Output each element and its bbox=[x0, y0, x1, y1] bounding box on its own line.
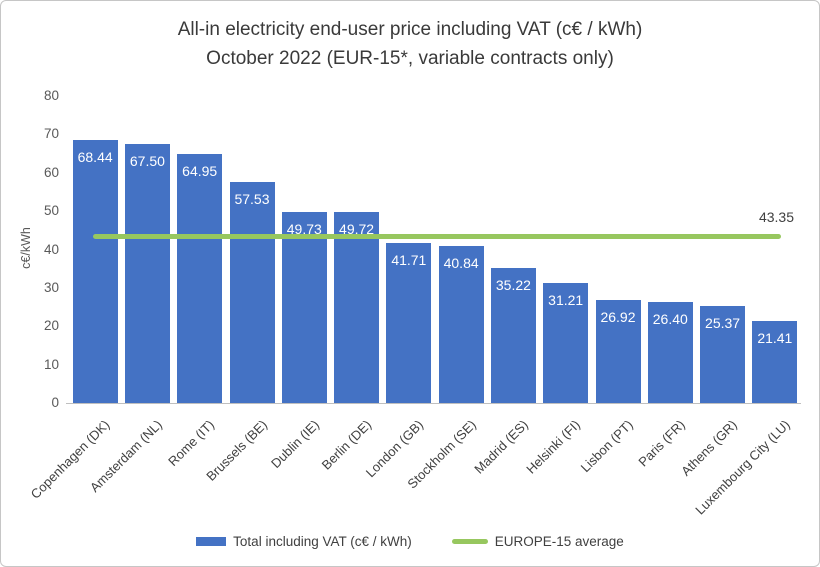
x-tick-label: Madrid (ES) bbox=[471, 417, 532, 477]
chart-title: All-in electricity end-user price includ… bbox=[177, 19, 643, 40]
bar bbox=[334, 212, 380, 403]
bar bbox=[752, 320, 798, 403]
bar bbox=[595, 299, 641, 403]
average-line-label: 43.35 bbox=[758, 208, 794, 225]
x-tick-label: Helsinki (FI) bbox=[523, 417, 584, 477]
bar bbox=[700, 305, 746, 403]
bar-value-label: 35.22 bbox=[495, 276, 531, 293]
bar-value-label: 41.71 bbox=[391, 251, 427, 268]
bar bbox=[543, 283, 589, 403]
bar-value-label: 49.72 bbox=[339, 221, 375, 238]
bar bbox=[124, 143, 170, 403]
x-tick-label: Rome (IT) bbox=[165, 417, 218, 469]
bar bbox=[386, 242, 432, 403]
legend-item-total: Total including VAT (c€ / kWh) bbox=[196, 534, 412, 549]
x-axis-line bbox=[66, 403, 801, 404]
bar-value-label: 26.92 bbox=[600, 308, 636, 325]
bar bbox=[647, 301, 693, 403]
legend: Total including VAT (c€ / kWh) EUROPE-15… bbox=[1, 534, 819, 549]
legend-line-swatch-icon bbox=[451, 539, 488, 544]
y-tick-label: 70 bbox=[43, 126, 59, 142]
bar-value-label: 25.37 bbox=[705, 314, 741, 331]
legend-label-total: Total including VAT (c€ / kWh) bbox=[233, 534, 412, 549]
bar-value-label: 21.41 bbox=[757, 329, 793, 346]
chart-title-block: All-in electricity end-user price includ… bbox=[1, 15, 819, 73]
bar-value-label: 68.44 bbox=[77, 149, 113, 166]
bar-value-label: 40.84 bbox=[443, 255, 479, 272]
x-tick-label: Dublin (IE) bbox=[267, 417, 322, 472]
bar bbox=[490, 267, 536, 403]
legend-bar-swatch-icon bbox=[196, 537, 227, 546]
bar bbox=[229, 182, 275, 403]
bar bbox=[281, 212, 327, 403]
bar bbox=[72, 140, 118, 403]
y-tick-label: 10 bbox=[43, 356, 59, 372]
y-tick-label: 40 bbox=[43, 241, 59, 257]
bar-value-label: 64.95 bbox=[182, 162, 218, 179]
bar-value-label: 67.50 bbox=[129, 152, 165, 169]
y-tick-label: 60 bbox=[43, 164, 59, 180]
bar-value-label: 49.73 bbox=[286, 221, 322, 238]
x-tick-label: Luxembourg City (LU) bbox=[691, 417, 793, 518]
x-tick-label: Lisbon (PT) bbox=[577, 417, 636, 476]
legend-item-average: EUROPE-15 average bbox=[451, 534, 624, 549]
chart-subtitle: October 2022 (EUR-15*, variable contract… bbox=[206, 48, 614, 69]
y-tick-label: 50 bbox=[43, 203, 59, 219]
y-tick-label: 0 bbox=[51, 395, 59, 410]
bar-value-label: 26.40 bbox=[652, 310, 688, 327]
x-tick-label: Paris (FR) bbox=[635, 417, 688, 470]
average-line bbox=[93, 234, 781, 240]
y-tick-label: 80 bbox=[43, 88, 59, 103]
y-tick-label: 20 bbox=[43, 318, 59, 334]
x-tick-label: Berlin (DE) bbox=[318, 417, 375, 473]
legend-label-average: EUROPE-15 average bbox=[494, 534, 624, 549]
bar bbox=[438, 246, 484, 403]
bar-value-label: 57.53 bbox=[234, 191, 270, 208]
bar bbox=[177, 153, 223, 403]
bar-value-label: 31.21 bbox=[548, 292, 584, 309]
y-tick-label: 30 bbox=[43, 279, 59, 295]
